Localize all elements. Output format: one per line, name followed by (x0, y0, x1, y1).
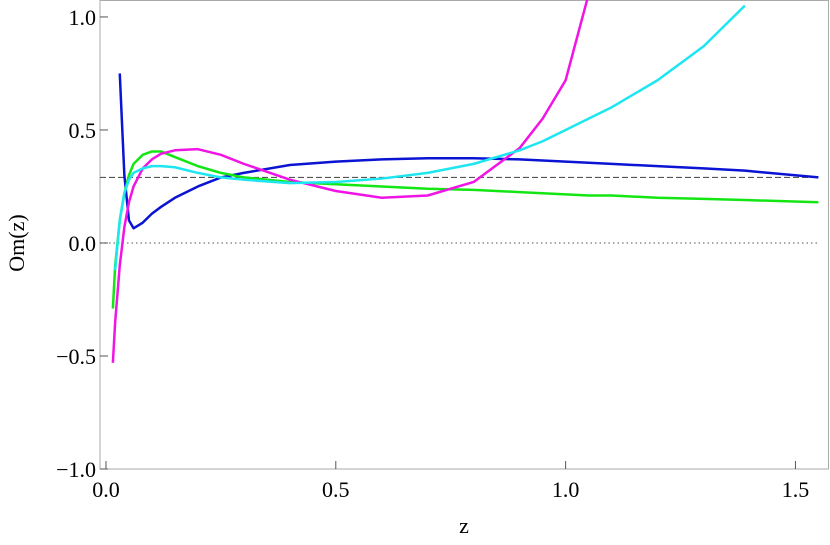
x-axis-label: z (459, 513, 469, 538)
x-tick-label: 0.5 (322, 477, 350, 502)
y-tick-label: 0.5 (69, 118, 97, 143)
series-line (111, 0, 589, 363)
series-line (113, 4, 746, 271)
x-tick-label: 0.0 (92, 477, 120, 502)
series-line (111, 150, 819, 309)
y-tick-label: −1.0 (56, 457, 96, 482)
x-tick-label: 1.5 (782, 477, 810, 502)
y-axis-label: Om(z) (4, 214, 29, 271)
plot-frame (99, 0, 829, 470)
y-tick-label: 1.0 (69, 5, 97, 30)
y-tick-label: −0.5 (56, 344, 96, 369)
plot-area (100, 0, 819, 363)
x-tick-label: 1.0 (552, 477, 580, 502)
series-line (118, 73, 819, 230)
y-tick-label: 0.0 (69, 231, 97, 256)
